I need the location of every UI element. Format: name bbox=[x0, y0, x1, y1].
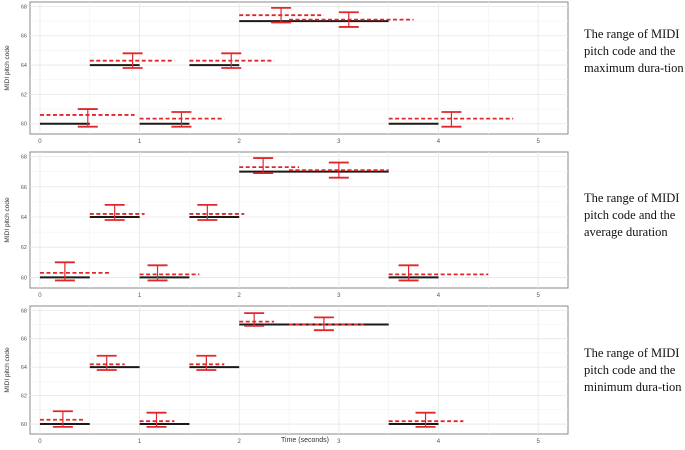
y-tick-label: 68 bbox=[21, 4, 27, 10]
y-tick-label: 60 bbox=[21, 275, 27, 281]
x-tick-label: 4 bbox=[437, 439, 441, 445]
y-tick-label: 60 bbox=[21, 122, 27, 128]
error-bar bbox=[147, 264, 168, 282]
error-bar bbox=[52, 410, 73, 428]
error-bar bbox=[441, 111, 462, 128]
x-tick-label: 3 bbox=[337, 293, 341, 299]
panel-description-min: The range of MIDI pitch code and the min… bbox=[584, 346, 682, 394]
error-bar bbox=[338, 11, 359, 28]
plot-panel bbox=[29, 305, 569, 435]
panel-description-average: The range of MIDI pitch code and the ave… bbox=[584, 191, 680, 239]
x-tick-label: 4 bbox=[437, 139, 441, 145]
error-bar bbox=[196, 354, 217, 371]
x-tick-label: 1 bbox=[138, 139, 142, 145]
x-tick-label: 1 bbox=[138, 293, 142, 299]
x-tick-label: 5 bbox=[536, 139, 540, 145]
y-axis-title: MIDI pitch code bbox=[4, 197, 11, 243]
error-bar bbox=[253, 157, 274, 175]
y-tick-label: 66 bbox=[21, 185, 27, 191]
chart-panel-2: 0 1 2 3 4 5 60 62 64 66 68 MIDI pitch code bbox=[4, 151, 569, 299]
y-tick-label: 62 bbox=[21, 92, 27, 98]
y-tick-label: 60 bbox=[21, 422, 27, 428]
y-axis-title: MIDI pitch code bbox=[4, 45, 11, 91]
x-axis-title: Time (seconds) bbox=[281, 437, 329, 444]
plot-panel bbox=[29, 1, 569, 135]
error-bar bbox=[77, 108, 98, 128]
y-tick-label: 68 bbox=[21, 155, 27, 161]
error-bar bbox=[221, 52, 242, 69]
error-bar bbox=[104, 203, 125, 221]
y-tick-label: 62 bbox=[21, 245, 27, 251]
chart-panel-1: 0 1 2 3 4 5 60 62 64 66 68 MIDI pitch code bbox=[4, 1, 569, 145]
y-tick-label: 64 bbox=[21, 365, 27, 371]
error-bar bbox=[54, 261, 75, 282]
y-tick-label: 68 bbox=[21, 308, 27, 314]
error-bar bbox=[197, 203, 218, 221]
error-bar bbox=[96, 354, 117, 371]
x-tick-label: 0 bbox=[38, 139, 42, 145]
y-tick-label: 64 bbox=[21, 215, 27, 221]
error-bar bbox=[122, 52, 143, 69]
error-bar bbox=[313, 316, 334, 332]
x-tick-label: 0 bbox=[38, 293, 42, 299]
error-bar bbox=[146, 411, 167, 428]
x-tick-label: 0 bbox=[38, 439, 42, 445]
chart-panel-3: 0 1 2 3 4 5 60 62 64 66 68 MIDI pitch code bbox=[4, 305, 569, 445]
x-tick-label: 4 bbox=[437, 293, 441, 299]
error-bar bbox=[171, 111, 192, 128]
error-bar bbox=[244, 312, 265, 327]
x-tick-label: 2 bbox=[238, 139, 242, 145]
error-bar bbox=[271, 6, 292, 24]
y-axis-title: MIDI pitch code bbox=[4, 347, 11, 393]
error-bar bbox=[398, 264, 419, 282]
error-bar bbox=[328, 161, 349, 179]
y-tick-label: 62 bbox=[21, 394, 27, 400]
panel-description-max: The range of MIDI pitch code and the max… bbox=[584, 27, 684, 75]
y-tick-label: 64 bbox=[21, 63, 27, 69]
x-tick-label: 3 bbox=[337, 439, 341, 445]
x-tick-label: 3 bbox=[337, 139, 341, 145]
x-tick-label: 1 bbox=[138, 439, 142, 445]
x-tick-label: 2 bbox=[238, 439, 242, 445]
y-tick-label: 66 bbox=[21, 337, 27, 343]
x-tick-label: 5 bbox=[536, 293, 540, 299]
x-tick-label: 2 bbox=[238, 293, 242, 299]
error-bar bbox=[415, 411, 436, 428]
x-tick-label: 5 bbox=[536, 439, 540, 445]
y-tick-label: 66 bbox=[21, 34, 27, 40]
